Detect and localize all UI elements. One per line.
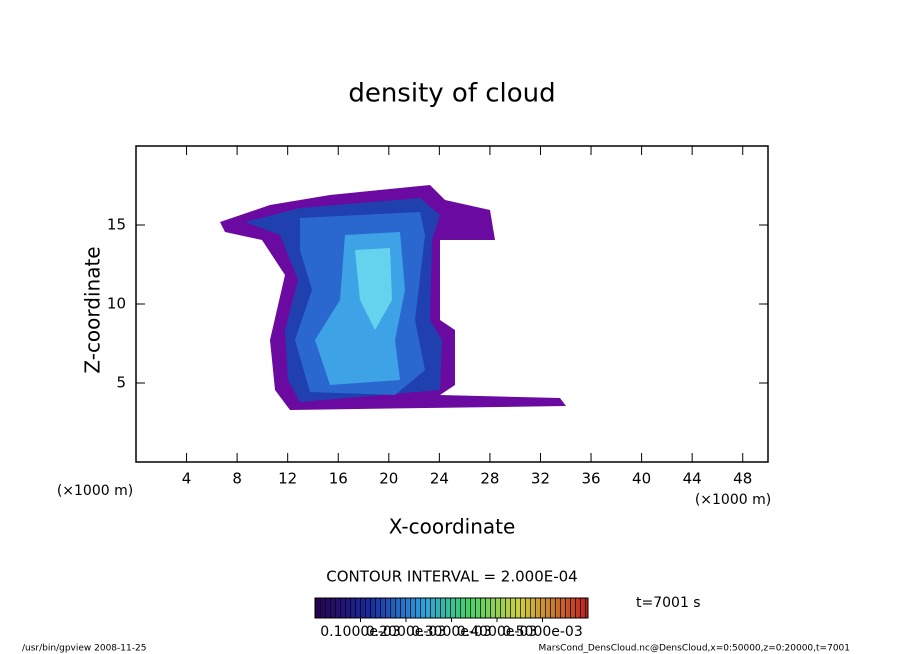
- time-label: t=7001 s: [636, 595, 701, 611]
- chart-title: density of cloud: [348, 79, 555, 109]
- colorbar-label: 0.1000e-03: [320, 624, 400, 640]
- x-tick-label: 48: [733, 470, 752, 488]
- colorbar-lines: [315, 598, 588, 618]
- y-axis-label: Z-coordinate: [81, 246, 105, 373]
- colorbar-label: 0.5000e-03: [502, 624, 582, 640]
- y-unit-label: (×1000 m): [57, 483, 133, 499]
- x-tick-label: 24: [430, 470, 449, 488]
- x-unit-label: (×1000 m): [695, 492, 771, 508]
- cloud-field: [220, 185, 566, 410]
- y-tick-label: 15: [107, 216, 126, 234]
- y-tick-label: 5: [116, 374, 126, 392]
- x-tick-label: 16: [329, 470, 348, 488]
- plot-frame: [135, 145, 769, 463]
- x-tick-label: 4: [182, 470, 192, 488]
- x-tick-label: 8: [232, 470, 242, 488]
- x-axis-label: X-coordinate: [389, 515, 516, 539]
- x-tick-label: 40: [632, 470, 651, 488]
- y-tick-label: 10: [107, 295, 126, 313]
- colorbar-label: 0.3000e-03: [411, 624, 491, 640]
- x-tick-label: 32: [531, 470, 550, 488]
- footer-right: MarsCond_DensCloud.nc@DensCloud,x=0:5000…: [539, 644, 851, 654]
- contour-interval: CONTOUR INTERVAL = 2.000E-04: [326, 568, 577, 586]
- x-tick-label: 36: [581, 470, 600, 488]
- footer-left: /usr/bin/gpview 2008-11-25: [22, 644, 146, 654]
- x-tick-label: 28: [480, 470, 499, 488]
- colorbar-label: 0.4000e-03: [457, 624, 537, 640]
- x-tick-label: 44: [683, 470, 702, 488]
- x-tick-label: 12: [278, 470, 297, 488]
- colorbar-label: 0.2000e-03: [366, 624, 446, 640]
- x-tick-label: 20: [379, 470, 398, 488]
